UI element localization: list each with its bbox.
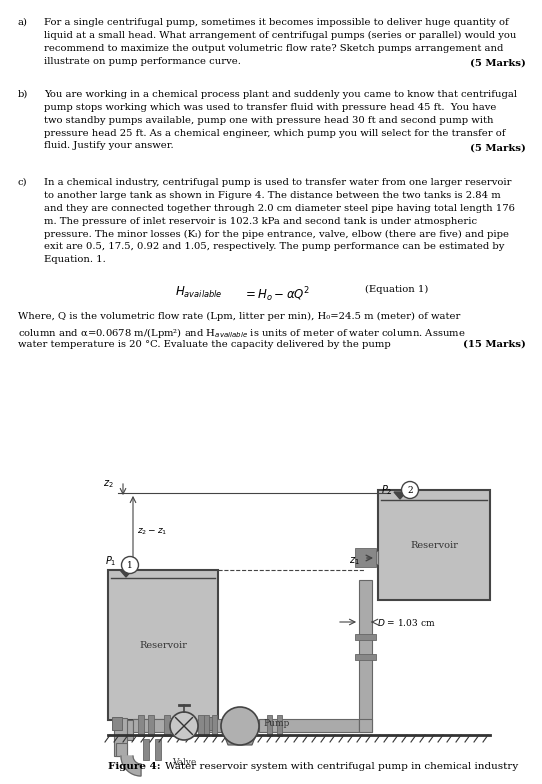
Text: $z_1$: $z_1$ [349,555,360,567]
Polygon shape [120,570,132,577]
Text: Reservoir: Reservoir [139,641,187,649]
Text: $= H_o - \alpha Q^2$: $= H_o - \alpha Q^2$ [243,285,311,303]
Text: $P_2$: $P_2$ [380,483,392,497]
Bar [359,580,372,732]
Text: In a chemical industry, centrifugal pump is used to transfer water from one larg: In a chemical industry, centrifugal pump… [44,178,515,264]
Bar [120,720,133,740]
Text: (5 Marks): (5 Marks) [470,59,526,67]
Circle shape [402,481,418,499]
Text: Valve: Valve [172,758,196,767]
Bar [133,719,168,732]
Text: b): b) [18,90,28,99]
Text: $\mathit{H}_{available}$: $\mathit{H}_{available}$ [175,285,223,300]
Circle shape [170,712,198,740]
Polygon shape [394,492,406,499]
Text: water temperature is 20 °C. Evaluate the capacity delivered by the pump: water temperature is 20 °C. Evaluate the… [18,340,391,349]
Text: (Equation 1): (Equation 1) [365,285,428,294]
Bar [355,548,376,567]
Text: $z_2$: $z_2$ [104,478,114,490]
Bar [204,719,248,732]
Bar [138,715,144,736]
Text: You are working in a chemical process plant and suddenly you came to know that c: You are working in a chemical process pl… [44,90,517,151]
Text: $D$ = 1.03 cm: $D$ = 1.03 cm [377,616,435,627]
Text: (5 Marks): (5 Marks) [470,144,526,153]
Text: a): a) [18,18,28,27]
Text: Pump: Pump [263,720,289,728]
Bar [148,715,154,736]
Bar [170,719,198,732]
Bar [112,717,122,730]
Bar [355,634,376,640]
Polygon shape [224,735,256,745]
Bar [198,715,204,736]
Bar [164,715,170,736]
Bar [277,715,282,736]
Text: For a single centrifugal pump, sometimes it becomes impossible to deliver huge q: For a single centrifugal pump, sometimes… [44,18,517,66]
Text: 1: 1 [127,561,133,569]
Text: column and α=0.0678 m/(Lpm²) and H$_{available}$ is units of meter of water colu: column and α=0.0678 m/(Lpm²) and H$_{ava… [18,326,466,340]
Bar [206,717,216,730]
Circle shape [221,707,259,745]
Bar [359,719,372,732]
Text: (15 Marks): (15 Marks) [463,340,526,349]
Text: Water reservoir system with centrifugal pump in chemical industry: Water reservoir system with centrifugal … [165,762,518,771]
Polygon shape [121,756,141,776]
Bar [371,551,378,564]
Bar [114,718,127,756]
Text: Reservoir: Reservoir [410,540,458,550]
Text: c): c) [18,178,28,187]
Bar [259,719,359,732]
Text: Where, Q is the volumetric flow rate (Lpm, litter per min), H₀=24.5 m (meter) of: Where, Q is the volumetric flow rate (Lp… [18,312,460,321]
Bar [267,715,272,736]
Bar [204,715,209,736]
Text: $z_2-z_1$: $z_2-z_1$ [137,526,167,537]
Bar [143,739,149,760]
Bar [155,739,161,760]
Bar [355,654,376,660]
Text: $P_1$: $P_1$ [105,554,116,568]
Bar [116,743,127,756]
Text: Figure 4:: Figure 4: [108,762,160,771]
Circle shape [121,557,139,574]
Bar [212,715,217,736]
Bar [378,490,490,600]
Bar [108,570,218,720]
Text: 2: 2 [407,485,413,495]
